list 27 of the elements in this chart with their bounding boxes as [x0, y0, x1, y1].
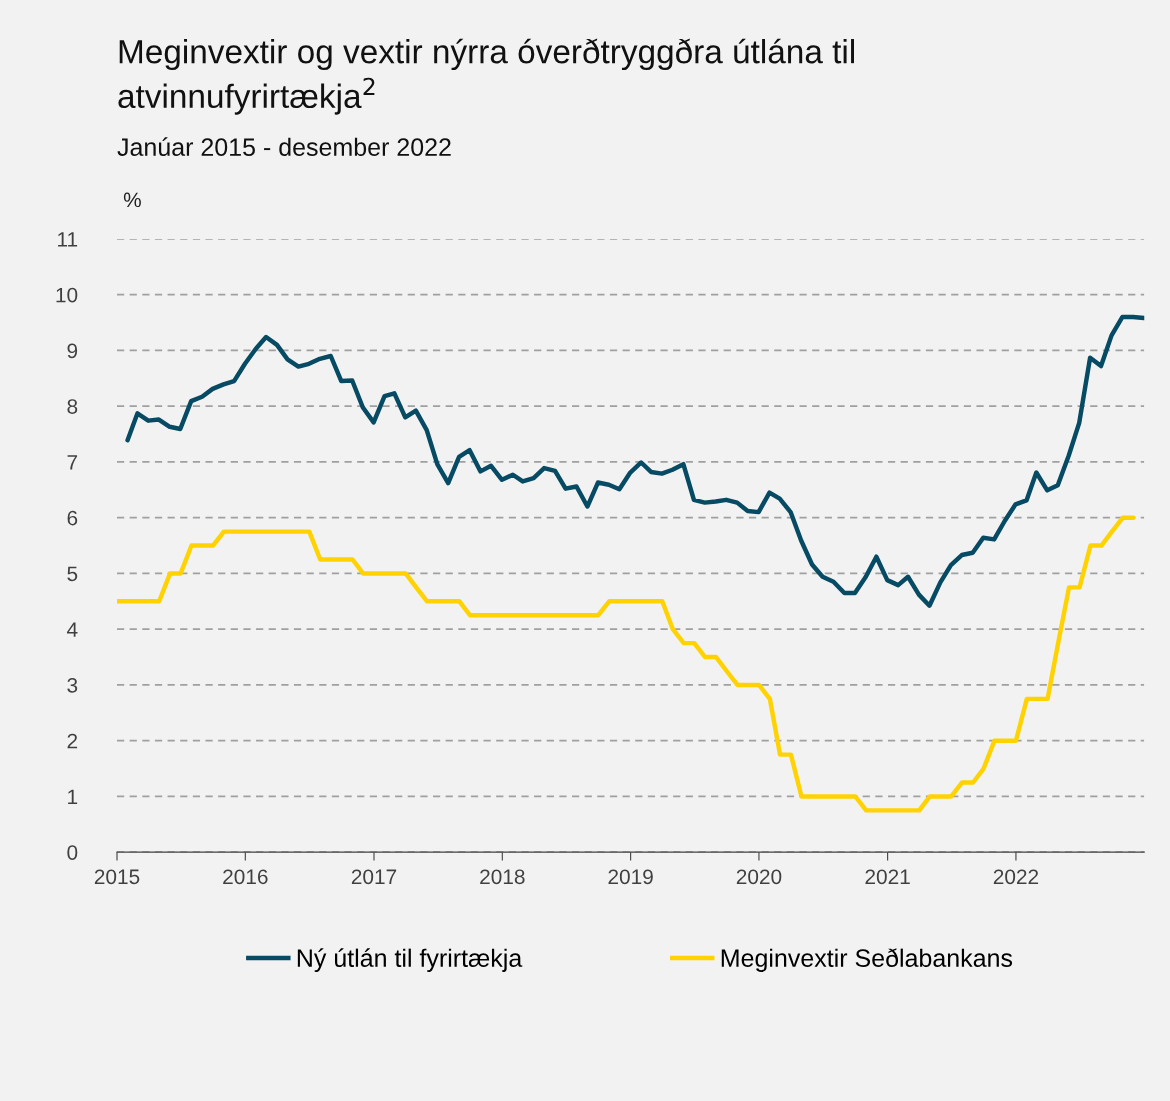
x-tick-label: 2017	[351, 869, 397, 885]
x-tick-label: 2020	[736, 869, 782, 885]
y-tick-label: 2	[67, 733, 78, 749]
chart-subtitle: Janúar 2015 - desember 2022	[117, 137, 451, 156]
x-tick-label: 2019	[608, 869, 653, 885]
x-tick-label: 2016	[223, 869, 268, 885]
legend-label: Meginvextir Seðlabankans	[721, 948, 1013, 972]
x-tick-label: 2018	[480, 869, 525, 885]
y-tick-label: 1	[68, 789, 78, 804]
y-tick-label: 4	[67, 622, 78, 637]
legend-label: Ný útlán til fyrirtækja	[297, 948, 523, 972]
x-tick-label: 2021	[865, 869, 910, 885]
chart-title: Meginvextir og vextir nýrra óverðtryggðra útlána til atvinnufyrirtækja$^{2}$	[118, 38, 854, 115]
y-tick-label: 7	[67, 455, 78, 470]
y-tick-label: 11	[58, 232, 78, 247]
y-tick-label: 10	[56, 287, 78, 303]
y-tick-label: 8	[67, 399, 78, 414]
line-series	[117, 515, 1136, 813]
line-series	[125, 314, 1145, 608]
y-tick-label: 3	[67, 677, 78, 693]
y-axis-title: %	[123, 192, 141, 208]
y-tick-label: 6	[67, 510, 78, 526]
y-tick-label: 5	[67, 566, 78, 582]
y-tick-label: 0	[67, 845, 78, 860]
y-tick-label: 9	[67, 343, 78, 359]
x-tick-label: 2015	[94, 869, 140, 885]
x-tick-label: 2022	[993, 869, 1039, 885]
